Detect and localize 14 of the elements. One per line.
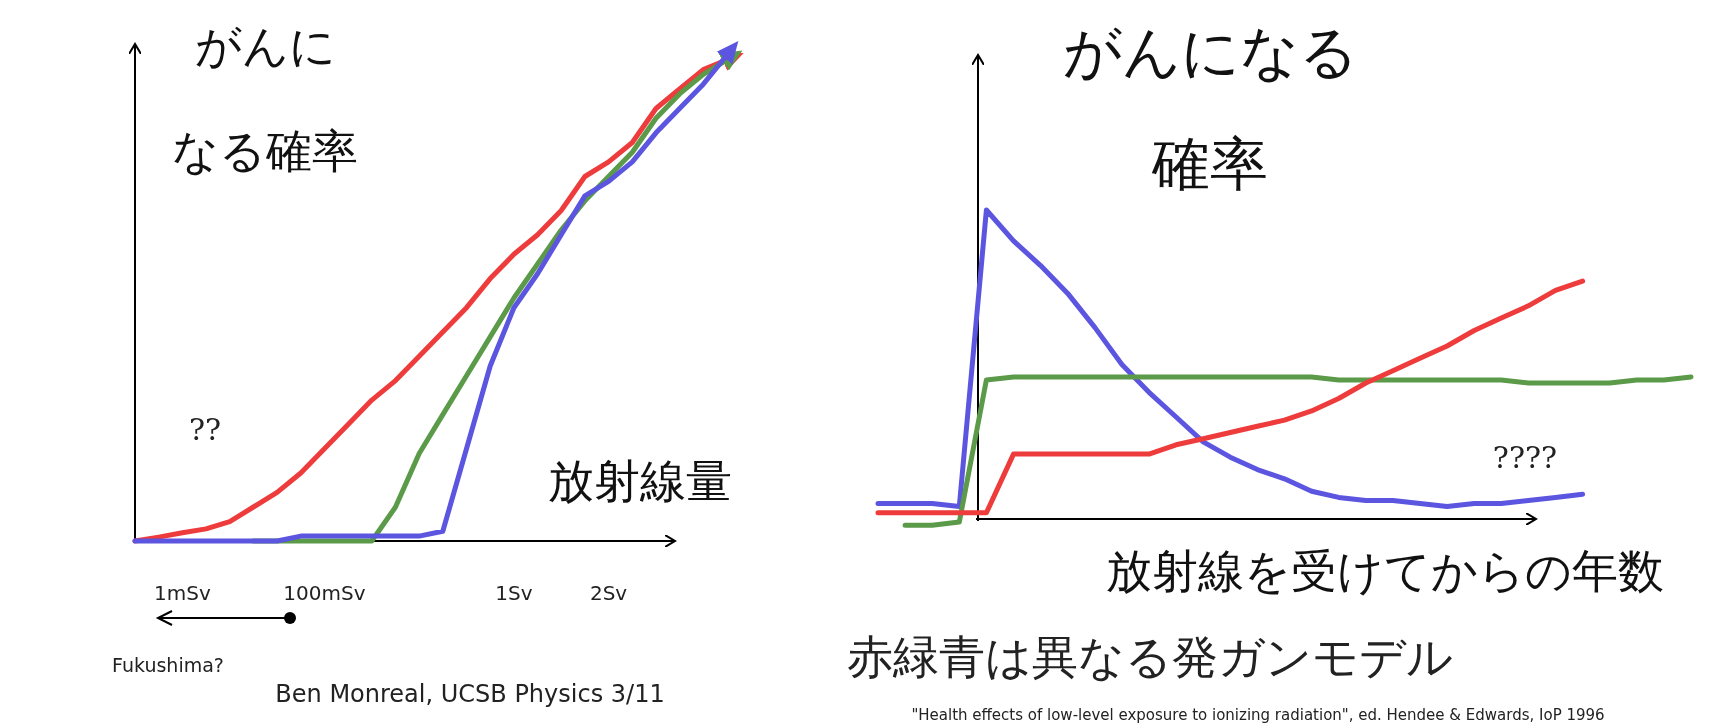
annotation: ?? [188, 412, 222, 447]
annotation: ???? [1492, 440, 1558, 475]
text: 赤緑青は異なる発ガンモデル [847, 630, 1453, 684]
text: Ben Monreal, UCSB Physics 3/11 [275, 680, 665, 708]
y-axis-title: がんになる確率 [172, 19, 358, 178]
x-axis-title: 放射線を受けてからの年数 [1106, 544, 1664, 598]
text: Fukushima? [112, 654, 224, 676]
x-tick-label: 2Sv [589, 581, 628, 605]
x-tick-label: 1mSv [153, 581, 211, 605]
text: "Health effects of low-level exposure to ionizing radiation", ed. Hendee & Edwards, IoP 1996 [911, 706, 1605, 724]
y-axis-title: がんになる確率 [1062, 18, 1358, 198]
x-axis-title: 放射線量 [548, 454, 732, 508]
x-tick-label: 1Sv [495, 581, 533, 605]
x-tick-label: 100mSv [283, 581, 366, 605]
